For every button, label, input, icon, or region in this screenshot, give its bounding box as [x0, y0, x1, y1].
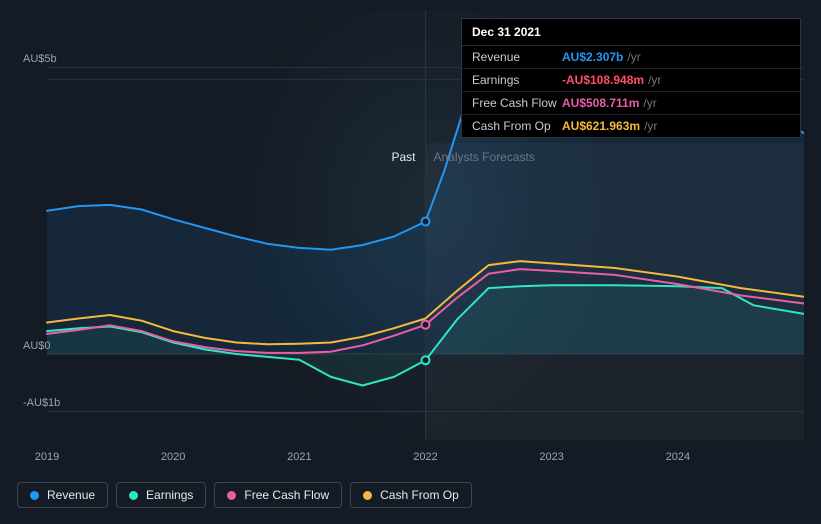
y-axis-label: AU$5b — [23, 53, 57, 65]
legend-item-cash_from_op[interactable]: Cash From Op — [350, 482, 472, 508]
legend-swatch — [30, 491, 39, 500]
tooltip-row-unit: /yr — [644, 119, 657, 133]
legend-swatch — [129, 491, 138, 500]
x-axis-label: 2022 — [413, 451, 437, 463]
chart-legend: Revenue Earnings Free Cash Flow Cash From O… — [17, 482, 472, 508]
tooltip-row-label: Earnings — [472, 73, 562, 87]
tooltip-row: Earnings-AU$108.948m/yr — [462, 69, 800, 92]
x-axis-label: 2019 — [35, 451, 59, 463]
legend-label: Cash From Op — [380, 488, 459, 502]
tooltip-row-value: AU$621.963m — [562, 119, 640, 133]
legend-item-earnings[interactable]: Earnings — [116, 482, 206, 508]
y-axis-label: -AU$1b — [23, 397, 60, 409]
tooltip-row-unit: /yr — [627, 50, 640, 64]
legend-label: Revenue — [47, 488, 95, 502]
y-axis-label: AU$0 — [23, 340, 51, 352]
legend-label: Earnings — [146, 488, 193, 502]
tooltip-row-value: AU$2.307b — [562, 50, 623, 64]
tooltip-row-value: -AU$108.948m — [562, 73, 644, 87]
x-axis-label: 2020 — [161, 451, 185, 463]
legend-item-fcf[interactable]: Free Cash Flow — [214, 482, 342, 508]
x-axis-label: 2023 — [539, 451, 563, 463]
x-axis-label: 2021 — [287, 451, 311, 463]
legend-swatch — [227, 491, 236, 500]
past-label: Past — [392, 150, 416, 164]
tooltip-row-unit: /yr — [643, 96, 656, 110]
tooltip-row: Cash From OpAU$621.963m/yr — [462, 115, 800, 137]
forecast-label: Analysts Forecasts — [434, 150, 535, 164]
tooltip-row-label: Cash From Op — [472, 119, 562, 133]
chart-tooltip: Dec 31 2021 RevenueAU$2.307b/yrEarnings-… — [461, 18, 801, 138]
tooltip-date: Dec 31 2021 — [462, 19, 800, 46]
legend-item-revenue[interactable]: Revenue — [17, 482, 108, 508]
tooltip-row: Free Cash FlowAU$508.711m/yr — [462, 92, 800, 115]
legend-label: Free Cash Flow — [244, 488, 329, 502]
legend-swatch — [363, 491, 372, 500]
tooltip-row-unit: /yr — [648, 73, 661, 87]
tooltip-row-label: Free Cash Flow — [472, 96, 562, 110]
x-axis-label: 2024 — [666, 451, 690, 463]
tooltip-row-label: Revenue — [472, 50, 562, 64]
tooltip-row: RevenueAU$2.307b/yr — [462, 46, 800, 69]
tooltip-row-value: AU$508.711m — [562, 96, 639, 110]
